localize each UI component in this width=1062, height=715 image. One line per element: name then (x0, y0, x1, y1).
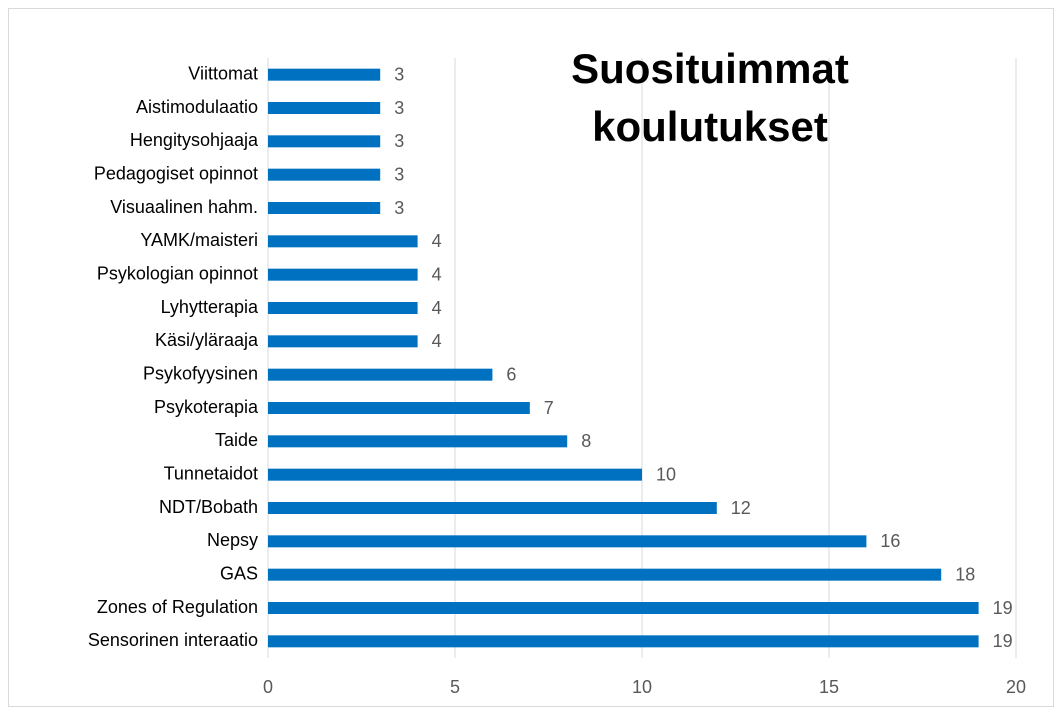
data-label: 3 (394, 64, 404, 84)
x-tick-label: 5 (450, 677, 460, 697)
y-tick-label: Zones of Regulation (97, 597, 258, 617)
x-tick-label: 10 (632, 677, 652, 697)
bar (268, 302, 418, 314)
y-tick-label: Hengitysohjaaja (130, 130, 259, 150)
bar (268, 202, 381, 214)
data-label: 3 (394, 131, 404, 151)
data-label: 19 (993, 598, 1013, 618)
data-label: 4 (432, 298, 442, 318)
data-label: 7 (544, 398, 554, 418)
y-tick-label: Psykofyysinen (143, 363, 258, 383)
data-label: 4 (432, 331, 442, 351)
bar (268, 168, 381, 181)
data-label: 3 (394, 198, 404, 218)
bar (268, 102, 381, 114)
data-label: 10 (656, 464, 676, 484)
y-tick-label: Psykoterapia (154, 397, 259, 417)
bar (268, 68, 381, 81)
y-tick-label: Tunnetaidot (164, 463, 258, 483)
y-tick-label: Psykologian opinnot (97, 263, 258, 283)
data-label: 4 (432, 231, 442, 251)
data-label: 6 (506, 364, 516, 384)
bar (268, 268, 418, 281)
bar (268, 135, 381, 148)
bar (268, 568, 942, 581)
data-label: 4 (432, 264, 442, 284)
y-tick-label: Taide (215, 430, 258, 450)
data-label: 8 (581, 431, 591, 451)
chart-border (8, 8, 1054, 707)
bar (268, 368, 493, 381)
y-tick-label: Viittomat (188, 63, 258, 83)
y-tick-label: Sensorinen interaatio (88, 630, 258, 650)
y-tick-label: Aistimodulaatio (136, 97, 258, 117)
bar (268, 235, 418, 248)
y-tick-label: NDT/Bobath (159, 497, 258, 517)
x-tick-label: 0 (263, 677, 273, 697)
y-tick-label: GAS (220, 563, 258, 583)
y-tick-label: Käsi/yläraaja (155, 330, 259, 350)
data-label: 12 (731, 498, 751, 518)
bar (268, 402, 530, 414)
y-tick-label: Lyhytterapia (161, 297, 259, 317)
y-tick-label: YAMK/maisteri (140, 230, 258, 250)
bar (268, 468, 642, 481)
bar (268, 502, 717, 514)
data-label: 18 (955, 564, 975, 584)
bar (268, 535, 867, 548)
bar (268, 435, 568, 448)
data-label: 3 (394, 164, 404, 184)
bar (268, 335, 418, 348)
x-tick-label: 15 (819, 677, 839, 697)
bar (268, 635, 979, 648)
x-tick-label: 20 (1006, 677, 1026, 697)
y-tick-label: Nepsy (207, 530, 258, 550)
data-label: 16 (880, 531, 900, 551)
bar (268, 602, 979, 614)
y-tick-label: Visuaalinen hahm. (110, 197, 258, 217)
chart-title: Suosituimmat koulutukset (571, 45, 849, 150)
y-tick-label: Pedagogiset opinnot (94, 163, 258, 183)
data-label: 3 (394, 98, 404, 118)
data-label: 19 (993, 631, 1013, 651)
